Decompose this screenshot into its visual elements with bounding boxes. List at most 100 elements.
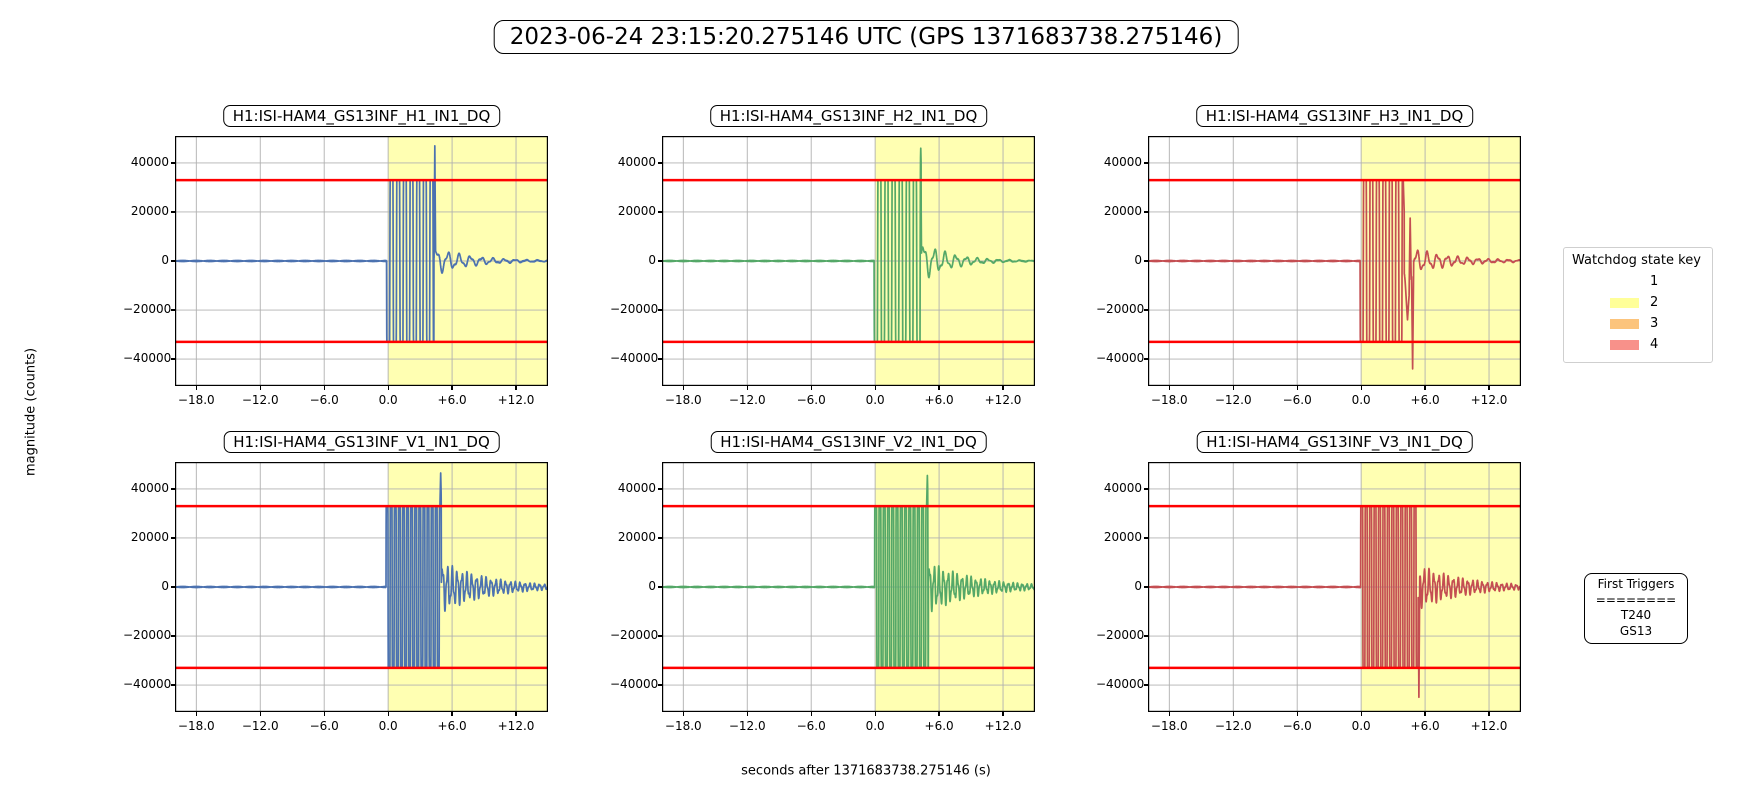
y-tick-mark xyxy=(171,684,175,686)
axes-border xyxy=(1148,462,1521,712)
x-tick-label: −6.0 xyxy=(796,393,826,407)
y-tick-label: 20000 xyxy=(1103,203,1142,218)
subplot-gs13inf-v2: H1:ISI-HAM4_GS13INF_V2_IN1_DQ −18.0 −12.0… xyxy=(610,431,1035,733)
x-tick-label: −6.0 xyxy=(1282,393,1312,407)
plot-area: −18.0 −12.0 −6.0 0.0 +6.0 +12.0 40000 20000 0 −20… xyxy=(610,136,1035,407)
x-tick-label: +6.0 xyxy=(924,393,954,407)
y-tick-mark xyxy=(171,309,175,311)
x-tick-mark xyxy=(259,712,261,716)
first-trigger-item: GS13 xyxy=(1619,623,1653,638)
y-tick-label: 0 xyxy=(1134,253,1142,267)
x-tick-mark xyxy=(515,712,517,716)
y-tick-mark xyxy=(171,635,175,637)
x-tick-mark xyxy=(746,712,748,716)
y-tick-mark xyxy=(1144,537,1148,539)
y-tick-label: 40000 xyxy=(1103,154,1142,169)
x-tick-mark xyxy=(1232,386,1234,390)
y-tick-label: 20000 xyxy=(617,203,656,218)
first-triggers-separator: ======== xyxy=(1595,592,1677,607)
first-trigger-item: T240 xyxy=(1620,608,1652,623)
signal-trace xyxy=(175,144,548,343)
x-tick-mark xyxy=(1168,712,1170,716)
waveform-plot xyxy=(662,136,1035,386)
y-tick-label: 20000 xyxy=(617,529,656,544)
axes-border xyxy=(175,462,548,712)
y-tick-mark xyxy=(1144,309,1148,311)
x-tick-label: 0.0 xyxy=(865,393,885,407)
signal-trace xyxy=(1148,505,1521,699)
y-tick-label: −20000 xyxy=(610,302,659,317)
subplot-title: H1:ISI-HAM4_GS13INF_V3_IN1_DQ xyxy=(1196,431,1473,453)
y-tick-mark xyxy=(171,358,175,360)
first-triggers-box: First Triggers ======== T240 GS13 xyxy=(1584,573,1688,645)
y-tick-label: 0 xyxy=(648,253,656,267)
x-tick-label: +6.0 xyxy=(437,719,467,733)
subplot-title: H1:ISI-HAM4_GS13INF_V1_IN1_DQ xyxy=(223,431,500,453)
y-tick-mark xyxy=(1144,488,1148,490)
y-tick-label: 0 xyxy=(161,253,169,267)
x-tick-mark xyxy=(387,712,389,716)
signal-trace xyxy=(1148,179,1521,370)
y-tick-label: −40000 xyxy=(123,351,172,366)
x-tick-mark xyxy=(1296,712,1298,716)
y-tick-label: −20000 xyxy=(1096,302,1145,317)
x-tick-label: +12.0 xyxy=(1470,719,1508,733)
legend-entry-state-2: 2 xyxy=(1610,292,1704,313)
y-tick-mark xyxy=(171,162,175,164)
y-tick-mark xyxy=(1144,162,1148,164)
y-tick-mark xyxy=(658,488,662,490)
y-tick-mark xyxy=(1144,260,1148,262)
x-tick-label: +12.0 xyxy=(497,393,535,407)
legend-entry-state-1: 1 xyxy=(1610,271,1704,292)
x-tick-label: +12.0 xyxy=(497,719,535,733)
state-1-swatch xyxy=(1610,276,1639,287)
x-tick-mark xyxy=(259,386,261,390)
y-tick-label: −20000 xyxy=(610,628,659,643)
x-tick-mark xyxy=(810,712,812,716)
x-tick-label: −18.0 xyxy=(177,719,215,733)
x-tick-label: −12.0 xyxy=(241,719,279,733)
signal-trace xyxy=(662,147,1035,343)
x-tick-mark xyxy=(195,386,197,390)
x-tick-label: +6.0 xyxy=(437,393,467,407)
x-tick-mark xyxy=(682,386,684,390)
axes-border xyxy=(1148,136,1521,386)
legend-entry-label: 3 xyxy=(1650,316,1659,331)
x-tick-label: −6.0 xyxy=(309,393,339,407)
x-tick-mark xyxy=(938,712,940,716)
signal-trace xyxy=(175,472,548,669)
x-tick-label: −12.0 xyxy=(1214,393,1252,407)
y-tick-mark xyxy=(658,260,662,262)
x-tick-mark xyxy=(1424,712,1426,716)
y-tick-mark xyxy=(171,260,175,262)
x-tick-mark xyxy=(515,386,517,390)
first-triggers-title: First Triggers xyxy=(1597,577,1675,591)
y-tick-mark xyxy=(1144,586,1148,588)
x-tick-label: −12.0 xyxy=(241,393,279,407)
x-tick-label: 0.0 xyxy=(378,719,398,733)
x-tick-label: +6.0 xyxy=(1410,719,1440,733)
y-tick-label: 0 xyxy=(1134,579,1142,593)
y-tick-mark xyxy=(1144,684,1148,686)
x-tick-label: 0.0 xyxy=(865,719,885,733)
x-tick-mark xyxy=(323,712,325,716)
x-tick-mark xyxy=(1296,386,1298,390)
state-3-swatch xyxy=(1610,318,1639,329)
x-tick-mark xyxy=(938,386,940,390)
y-tick-label: 40000 xyxy=(130,154,169,169)
y-tick-mark xyxy=(658,635,662,637)
x-tick-mark xyxy=(1002,712,1004,716)
x-tick-label: 0.0 xyxy=(1351,393,1371,407)
figure-ylabel: magnitude (counts) xyxy=(23,347,39,477)
x-tick-mark xyxy=(1360,712,1362,716)
x-tick-mark xyxy=(451,712,453,716)
x-tick-label: −18.0 xyxy=(664,719,702,733)
x-tick-label: −6.0 xyxy=(1282,719,1312,733)
y-tick-label: 20000 xyxy=(1103,529,1142,544)
y-tick-label: −20000 xyxy=(123,302,172,317)
x-tick-label: +12.0 xyxy=(984,719,1022,733)
x-tick-label: +6.0 xyxy=(924,719,954,733)
x-tick-mark xyxy=(1488,386,1490,390)
axes-border xyxy=(662,136,1035,386)
legend-entry-label: 2 xyxy=(1650,295,1659,310)
